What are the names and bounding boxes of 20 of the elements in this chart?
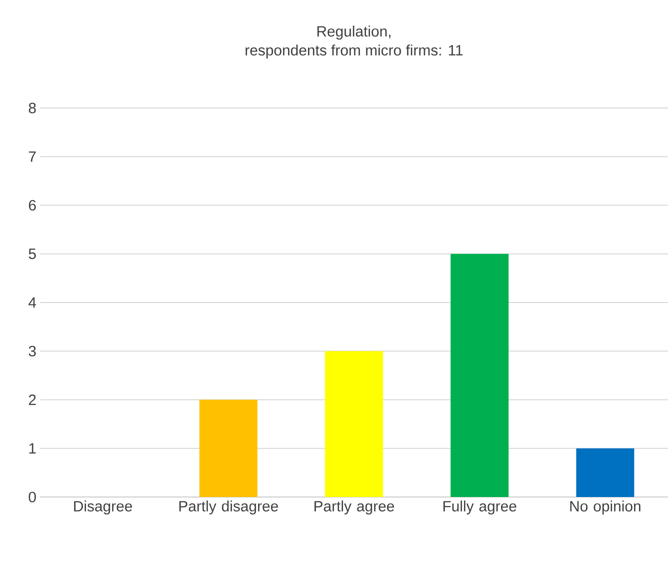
y-tick-label: 0 bbox=[28, 492, 36, 502]
y-tick-label: 8 bbox=[28, 102, 36, 114]
y-tick-label: 5 bbox=[28, 248, 36, 260]
bar bbox=[199, 400, 258, 497]
y-tick-label: 1 bbox=[29, 443, 36, 454]
y-tick-label: 7 bbox=[28, 151, 36, 162]
x-tick-label: Disagree bbox=[74, 500, 132, 514]
chart-subtitle: respondents from micro firms: 11 bbox=[246, 44, 463, 58]
y-tick-label: 6 bbox=[28, 200, 36, 211]
bar bbox=[450, 254, 509, 497]
y-tick-label: 4 bbox=[28, 297, 36, 308]
chart-title: Regulation, bbox=[317, 26, 390, 40]
y-tick-label: 3 bbox=[28, 346, 36, 356]
x-tick-label: No opinion bbox=[570, 500, 640, 514]
bar bbox=[576, 448, 634, 497]
x-tick-label: Fully agree bbox=[443, 500, 516, 514]
x-tick-label: Partly agree bbox=[314, 500, 394, 514]
bar bbox=[325, 351, 383, 497]
y-tick-label: 2 bbox=[28, 394, 36, 405]
x-tick-label: Partly disagree bbox=[179, 500, 278, 514]
